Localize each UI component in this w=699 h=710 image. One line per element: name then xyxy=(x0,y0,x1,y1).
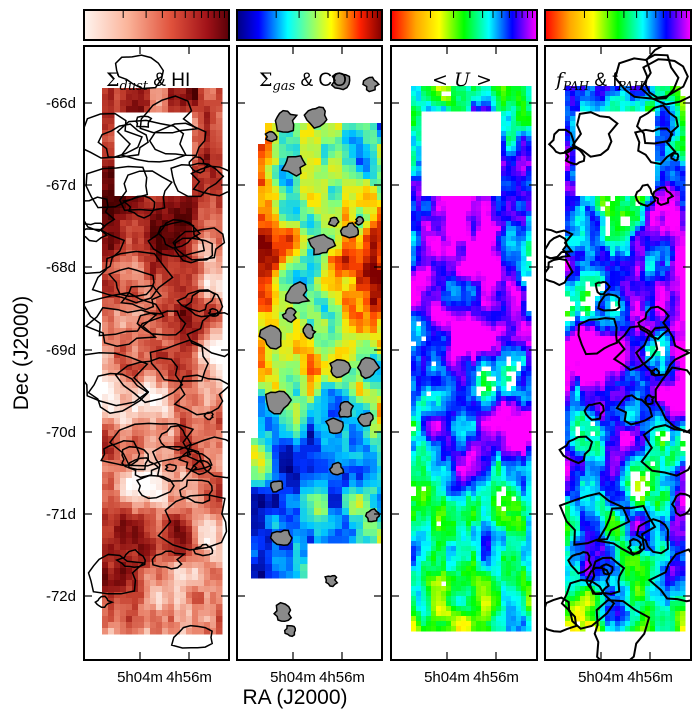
panel-2-title: Σgas & CO xyxy=(259,69,347,94)
ra-tick-label: 5h04m xyxy=(578,669,624,686)
x-axis-label: RA (J2000) xyxy=(242,686,347,709)
ra-tick-label: 5h04m xyxy=(424,669,470,686)
colorbar-3 xyxy=(390,9,538,41)
ra-tick-label: 5h04m xyxy=(117,669,163,686)
dec-tick-label: -70d xyxy=(46,424,76,441)
y-axis-label: Dec (J2000) xyxy=(10,296,33,410)
panel-frames xyxy=(83,45,692,661)
panel-3-title: < U > xyxy=(432,69,492,91)
colorbars xyxy=(83,9,692,41)
dec-tick-label: -72d xyxy=(46,588,76,605)
colorbar-1 xyxy=(83,9,230,41)
map-radiation-field xyxy=(411,86,532,632)
ra-tick-label: 4h56m xyxy=(319,669,365,686)
ra-tick-label: 4h56m xyxy=(627,669,673,686)
ra-tick-labels: 5h04m 4h56m 5h04m 4h56m 5h04m 4h56m 5h04… xyxy=(117,669,673,686)
dec-tick-label: -66d xyxy=(46,95,76,112)
colorbar-ticks xyxy=(122,10,687,18)
map-pah-fraction xyxy=(545,46,691,660)
panel-4-frame xyxy=(544,45,692,661)
colorbar-2 xyxy=(236,9,383,41)
panel-3-frame xyxy=(390,45,538,661)
ra-tick-label: 4h56m xyxy=(473,669,519,686)
colorbar-4 xyxy=(544,9,692,41)
axis-ticks xyxy=(84,46,691,660)
map-dust xyxy=(84,54,229,649)
ra-tick-label: 4h56m xyxy=(166,669,212,686)
dec-tick-label: -67d xyxy=(46,177,76,194)
ra-tick-label: 5h04m xyxy=(270,669,316,686)
panel-1-frame xyxy=(83,45,230,661)
dec-tick-label: -71d xyxy=(46,506,76,523)
dec-tick-label: -69d xyxy=(46,342,76,359)
panel-2-frame xyxy=(236,45,383,661)
dec-tick-labels: -66d -67d -68d -69d -70d -71d -72d xyxy=(46,95,76,605)
dec-tick-label: -68d xyxy=(46,259,76,276)
panel-1-title: Σdust & HI xyxy=(106,69,190,94)
map-gas xyxy=(251,72,382,638)
panel-4-title: fPAH & fPAH xyxy=(554,69,644,93)
